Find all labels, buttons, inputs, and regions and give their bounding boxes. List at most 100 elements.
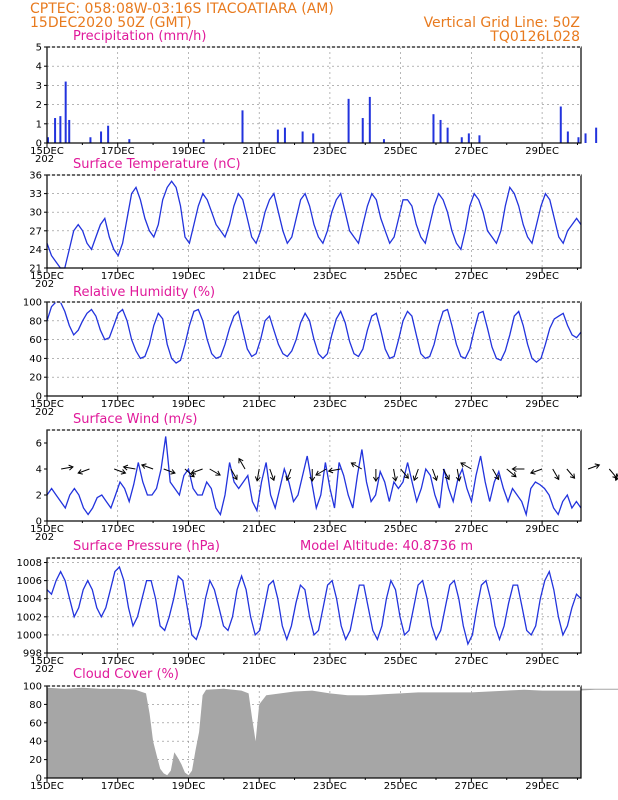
wind-arrow xyxy=(209,468,221,476)
precip-bar xyxy=(460,137,463,143)
wind-arrow-shaft xyxy=(566,468,575,479)
x-tick-label: 19DEC xyxy=(172,656,206,667)
precip-bar xyxy=(276,129,279,143)
wind-arrow xyxy=(230,468,238,481)
wind-arrow-shaft xyxy=(61,466,74,470)
y-tick-label: 2 xyxy=(36,491,42,502)
wind-arrow xyxy=(552,468,560,481)
y-tick-label: 0 xyxy=(36,774,42,785)
precip-bar xyxy=(559,106,562,143)
y-tick-label: 20 xyxy=(29,373,42,384)
precip-bar xyxy=(312,133,315,143)
wind-arrow xyxy=(372,469,379,482)
series-line xyxy=(46,565,582,646)
x-tick-label: 25DEC xyxy=(384,656,418,667)
x-tick-label: 27DEC xyxy=(455,781,489,792)
x-tick-label: 25DEC xyxy=(384,399,418,410)
wind-arrow-shaft xyxy=(230,468,238,480)
wind-arrow xyxy=(190,468,203,475)
wind-arrow-head xyxy=(315,470,321,476)
panel-title: Precipitation (mm/h) xyxy=(73,29,206,44)
y-tick-label: 4 xyxy=(36,465,42,476)
x-tick-label: 19DEC xyxy=(172,399,206,410)
y-tick-label: 27 xyxy=(29,226,42,237)
precip-bar xyxy=(100,131,103,143)
panel-annotation: Model Altitude: 40.8736 m xyxy=(300,539,473,554)
x-tick-label: 15DEC xyxy=(30,399,64,410)
y-tick-label: 21 xyxy=(29,264,42,275)
x-tick-label: 23DEC xyxy=(313,524,347,535)
precip-bar xyxy=(47,137,49,143)
panel-title: Relative Humidity (%) xyxy=(73,285,215,300)
y-tick-label: 80 xyxy=(29,316,42,327)
x-tick-label: 27DEC xyxy=(455,146,489,157)
wind-arrow xyxy=(350,462,362,470)
wind-arrow-shaft xyxy=(442,468,450,480)
precip-bar xyxy=(301,131,304,143)
header-model: TQ0126L028 xyxy=(489,29,580,45)
x-tick-label: 21DEC xyxy=(242,781,276,792)
x-tick-label: 21DEC xyxy=(242,656,276,667)
panel-2: 21 24 27 30 33 36 15DEC 17DEC 19DEC 21DEC 23DEC 25D… xyxy=(29,157,582,290)
x-tick-label: 15DEC xyxy=(30,146,64,157)
precip-bar xyxy=(64,81,67,143)
x-year-label: 202 xyxy=(35,279,54,290)
wind-arrow-shaft xyxy=(141,464,154,470)
panel-title: Surface Temperature (nC) xyxy=(73,157,241,172)
precip-bar xyxy=(361,118,364,143)
y-tick-label: 1006 xyxy=(17,576,42,587)
y-tick-label: 998 xyxy=(23,649,42,660)
wind-arrow-head xyxy=(455,476,462,482)
wind-arrow-shaft xyxy=(506,468,517,478)
precip-bar xyxy=(107,125,110,143)
wind-arrow-shaft xyxy=(238,458,246,470)
x-tick-label: 25DEC xyxy=(384,524,418,535)
precip-bar xyxy=(368,96,371,143)
x-year-label: 202 xyxy=(35,664,54,675)
x-tick-label: 19DEC xyxy=(172,524,206,535)
wind-arrow-head xyxy=(140,463,147,469)
x-tick-label: 29DEC xyxy=(525,146,559,157)
y-tick-label: 5 xyxy=(36,43,42,54)
y-tick-label: 20 xyxy=(29,755,42,766)
wind-arrow-head xyxy=(170,469,176,475)
x-tick-label: 23DEC xyxy=(313,656,347,667)
x-tick-label: 29DEC xyxy=(525,656,559,667)
wind-arrow xyxy=(587,463,601,470)
y-tick-label: 0 xyxy=(36,392,42,403)
wind-arrow-shaft xyxy=(114,468,126,474)
header-date: 15DEC2020 50Z (GMT) xyxy=(30,15,192,31)
wind-arrow xyxy=(309,469,316,482)
wind-arrow-head xyxy=(444,474,450,481)
y-tick-label: 60 xyxy=(29,335,42,346)
wind-arrow-shaft xyxy=(460,462,472,470)
y-tick-label: 24 xyxy=(29,245,42,256)
plot-frame xyxy=(46,301,582,397)
y-tick-label: 4 xyxy=(36,62,42,73)
precip-bar xyxy=(59,116,62,143)
wind-arrow xyxy=(529,468,543,475)
x-tick-label: 17DEC xyxy=(101,399,135,410)
y-tick-label: 0 xyxy=(36,139,42,150)
wind-arrow xyxy=(412,468,419,482)
precip-bar xyxy=(382,139,385,143)
precip-bar xyxy=(347,98,350,143)
y-tick-label: 6 xyxy=(36,439,42,450)
y-tick-label: 40 xyxy=(29,737,42,748)
panels: 0 1 2 3 4 5 15DEC 17DEC 19DEC 21DEC 23DEC 25DEC 27DE… xyxy=(17,29,618,792)
x-tick-label: 25DEC xyxy=(384,271,418,282)
precip-bar xyxy=(283,127,286,143)
panel-6: 0 20 40 60 80 100 15DEC 17DEC 19DEC 21DEC 23DEC 25D… xyxy=(23,667,618,792)
plot-frame xyxy=(46,429,582,522)
wind-arrow-head xyxy=(269,475,276,482)
wind-arrow-head xyxy=(494,474,500,481)
wind-arrow-shaft xyxy=(492,468,500,480)
x-tick-label: 29DEC xyxy=(525,781,559,792)
panel-title: Surface Pressure (hPa) xyxy=(73,539,220,554)
x-tick-label: 17DEC xyxy=(101,781,135,792)
x-tick-label: 27DEC xyxy=(455,399,489,410)
wind-arrow-shaft xyxy=(552,468,560,480)
wind-arrow-head xyxy=(190,469,197,475)
x-tick-label: 25DEC xyxy=(384,146,418,157)
wind-arrow-head xyxy=(122,464,129,471)
